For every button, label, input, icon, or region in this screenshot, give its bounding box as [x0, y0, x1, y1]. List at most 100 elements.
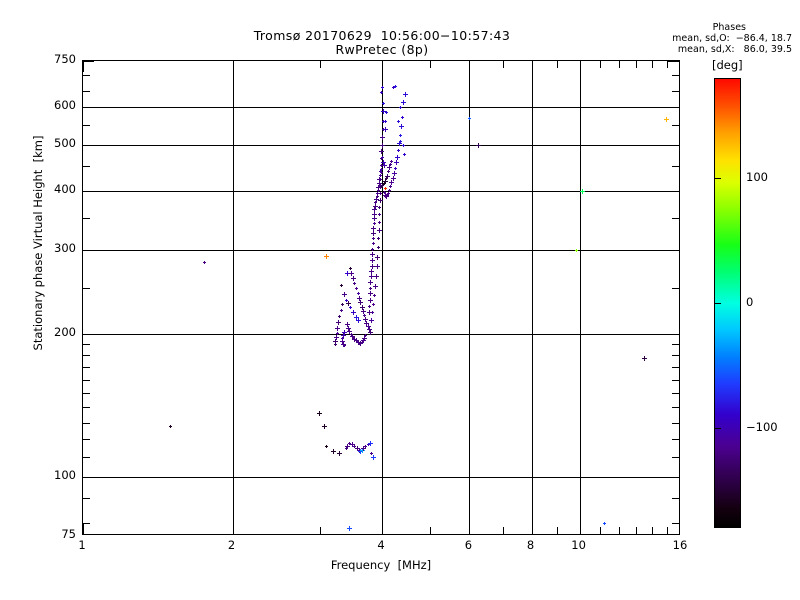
data-point: [375, 255, 380, 260]
data-point: [388, 189, 391, 192]
data-point: [372, 303, 375, 306]
y-axis-tick: [668, 191, 679, 192]
x-tick-label: 1: [62, 540, 102, 551]
grid-line-horizontal: [83, 334, 679, 335]
data-point: [387, 192, 390, 195]
x-axis-minor-tick: [600, 527, 601, 534]
y-axis-tick: [668, 145, 679, 146]
x-axis-minor-tick: [430, 61, 431, 68]
y-axis-minor-tick: [672, 393, 679, 394]
y-axis-minor-tick: [83, 523, 90, 524]
x-axis-minor-tick: [557, 61, 558, 68]
data-point: [372, 242, 375, 245]
y-axis-minor-tick: [672, 288, 679, 289]
y-axis-minor-tick: [83, 75, 90, 76]
data-point: [372, 216, 377, 221]
x-axis-tick: [382, 523, 383, 534]
y-tick-label: 75: [36, 529, 76, 540]
data-point: [377, 228, 382, 233]
x-axis-minor-tick: [636, 61, 637, 68]
y-axis-minor-tick: [672, 367, 679, 368]
data-point: [394, 160, 399, 165]
data-point: [381, 160, 386, 165]
y-axis-minor-tick: [83, 344, 90, 345]
y-axis-tick: [83, 107, 94, 108]
data-point: [391, 176, 396, 181]
y-axis-minor-tick: [672, 380, 679, 381]
grid-line-vertical: [382, 61, 383, 534]
data-point: [373, 284, 378, 289]
data-point: [664, 117, 669, 122]
y-tick-label: 750: [36, 54, 76, 65]
x-axis-minor-tick: [636, 527, 637, 534]
x-tick-label: 10: [559, 540, 599, 551]
grid-line-horizontal: [83, 477, 679, 478]
x-axis-tick: [382, 61, 383, 72]
data-point: [338, 315, 341, 318]
y-axis-minor-tick: [672, 91, 679, 92]
data-point: [336, 320, 341, 325]
data-point: [383, 127, 388, 132]
data-point: [368, 291, 373, 296]
data-point: [403, 153, 406, 156]
data-point: [324, 254, 329, 259]
y-axis-minor-tick: [672, 457, 679, 458]
data-point: [374, 274, 379, 279]
data-point: [369, 318, 374, 323]
data-point: [335, 326, 340, 331]
x-axis-tick: [469, 61, 470, 72]
x-axis-minor-tick: [430, 527, 431, 534]
x-axis-tick: [580, 61, 581, 72]
data-point: [397, 120, 400, 123]
y-axis-minor-tick: [672, 125, 679, 126]
data-point: [468, 117, 471, 120]
data-point: [340, 309, 343, 312]
data-point: [380, 91, 383, 94]
data-point: [384, 120, 387, 123]
data-point: [343, 344, 346, 347]
data-point: [395, 155, 400, 160]
data-point: [397, 149, 400, 152]
x-axis-tick: [532, 61, 533, 72]
y-axis-tick: [668, 61, 679, 62]
data-point: [389, 185, 392, 188]
plot-area: [83, 61, 679, 534]
phases-x-row: mean, sd,X: 86.0, 39.5: [672, 44, 792, 55]
data-point: [351, 310, 356, 315]
colorbar-unit-label: [deg]: [712, 58, 743, 72]
y-axis-minor-tick: [83, 380, 90, 381]
y-axis-minor-tick: [83, 457, 90, 458]
y-axis-minor-tick: [672, 344, 679, 345]
y-axis-tick: [83, 477, 94, 478]
y-axis-minor-tick: [83, 393, 90, 394]
y-axis-minor-tick: [672, 439, 679, 440]
data-point: [379, 192, 382, 195]
data-point: [369, 274, 374, 279]
data-point: [399, 134, 402, 137]
plot-subtitle: RwPretec (8p): [0, 42, 782, 57]
data-point: [379, 149, 384, 154]
x-axis-minor-tick: [503, 527, 504, 534]
data-point: [384, 187, 387, 190]
y-axis-tick: [83, 145, 94, 146]
data-point: [401, 116, 404, 119]
data-point: [381, 86, 384, 89]
grid-line-vertical: [233, 61, 234, 534]
y-axis-minor-tick: [672, 218, 679, 219]
data-point: [370, 264, 375, 269]
colorbar-tick: [714, 428, 721, 429]
data-point: [347, 526, 352, 531]
data-point: [368, 298, 373, 303]
data-point: [375, 264, 380, 269]
data-point: [337, 451, 342, 456]
data-point: [357, 292, 360, 295]
grid-line-vertical: [469, 61, 470, 534]
data-point: [349, 306, 352, 309]
data-point: [575, 249, 578, 252]
data-point: [401, 100, 406, 105]
data-point: [353, 282, 356, 285]
y-axis-minor-tick: [672, 523, 679, 524]
y-axis-minor-tick: [672, 355, 679, 356]
data-point: [325, 445, 328, 448]
data-point: [368, 441, 373, 446]
